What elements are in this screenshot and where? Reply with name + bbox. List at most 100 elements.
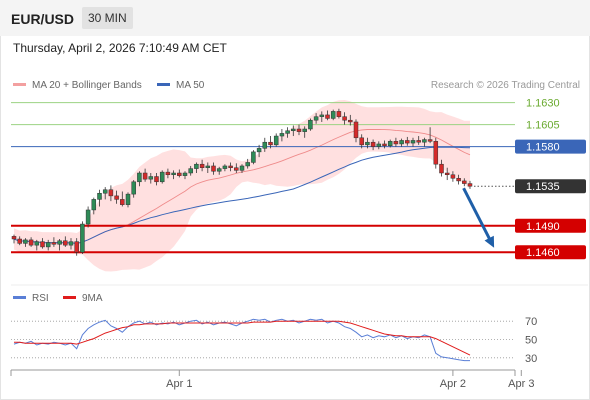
- candle: [80, 221, 85, 254]
- candle-body: [85, 209, 91, 225]
- candle-body: [376, 143, 382, 147]
- candle-body: [45, 242, 51, 248]
- candle: [108, 185, 114, 202]
- candle: [348, 114, 353, 126]
- rsi-gridlines: 70 50 30: [11, 316, 537, 365]
- candle-body: [427, 139, 433, 142]
- candle-body: [348, 119, 353, 123]
- candle-body: [11, 236, 17, 240]
- candle: [85, 206, 91, 228]
- candle-body: [330, 111, 336, 119]
- candle-body: [142, 172, 148, 180]
- candle-body: [450, 174, 456, 179]
- candle: [74, 238, 79, 256]
- rsi-series-9ma: [14, 320, 471, 356]
- candle-body: [216, 168, 222, 172]
- candle-body: [382, 143, 387, 146]
- rsi-series-rsi: [13, 318, 470, 362]
- candle: [273, 133, 279, 147]
- candle: [216, 166, 222, 175]
- candle-body: [456, 178, 461, 182]
- candle-body: [262, 141, 268, 149]
- candle: [262, 137, 268, 152]
- candle-body: [131, 181, 136, 195]
- candle: [40, 238, 45, 249]
- candle-body: [393, 141, 399, 145]
- candle-body: [228, 165, 233, 168]
- candle-body: [171, 172, 176, 176]
- candle-body: [336, 111, 342, 117]
- legend-swatch-bollinger: [13, 82, 26, 86]
- candle-body: [319, 114, 325, 117]
- candle: [291, 125, 296, 137]
- price-levels: 1.1630 1.1605 1.1580 1.1535 1.1490 1.1460: [11, 98, 586, 260]
- candle-body: [222, 165, 228, 169]
- candle: [336, 108, 342, 119]
- legend-label-bollinger: MA 20 + Bollinger Bands: [32, 80, 142, 91]
- candle: [353, 119, 359, 143]
- candle-body: [57, 240, 62, 245]
- level-tag-pivot: [515, 139, 586, 154]
- candle: [325, 110, 330, 121]
- candle: [365, 137, 370, 149]
- candle: [382, 140, 387, 149]
- candle: [194, 162, 199, 173]
- candle-body: [353, 121, 359, 139]
- candle: [387, 139, 393, 148]
- candle: [131, 180, 136, 198]
- candle: [159, 170, 165, 184]
- forecast-arrow-shaft: [462, 187, 492, 241]
- legend-label-ma50: MA 50: [176, 80, 205, 91]
- symbol-title: EUR/USD: [11, 11, 75, 27]
- candle: [251, 150, 256, 165]
- candle-body: [182, 172, 188, 176]
- candle-body: [211, 165, 216, 172]
- candle: [102, 187, 108, 200]
- candle: [142, 168, 148, 182]
- candle: [177, 169, 182, 178]
- candle-body: [102, 189, 108, 194]
- candle: [359, 134, 364, 149]
- candle: [456, 174, 461, 185]
- candle: [211, 162, 216, 175]
- x-axis: Apr 1 Apr 2 Apr 3: [10, 369, 534, 390]
- legend-item-rsi: RSI: [13, 293, 49, 304]
- legend-label-rsi: RSI: [32, 293, 49, 304]
- bollinger-band: [14, 100, 470, 272]
- legend-swatch-ma50: [157, 82, 170, 86]
- candle-body: [273, 135, 279, 146]
- chart-header: EUR/USD 30 MIN: [0, 0, 590, 36]
- candle-body: [359, 137, 364, 146]
- candle: [296, 124, 302, 136]
- candle: [433, 137, 439, 169]
- candle: [45, 239, 51, 251]
- candle-body: [205, 165, 211, 168]
- timestamp: Thursday, April 2, 2026 7:10:49 AM CET: [13, 41, 227, 55]
- candle-body: [114, 195, 119, 200]
- candle-body: [342, 116, 347, 121]
- candle: [330, 109, 336, 121]
- candle: [51, 237, 57, 247]
- candle-body: [234, 167, 239, 171]
- candle: [125, 192, 131, 208]
- candle-body: [51, 242, 57, 245]
- candle: [68, 238, 74, 250]
- candle: [222, 164, 228, 172]
- x-tick-label: Apr 1: [166, 378, 192, 390]
- candle-body: [199, 163, 205, 168]
- timeframe-badge[interactable]: 30 MIN: [82, 7, 133, 29]
- candle: [308, 118, 313, 131]
- candle: [11, 234, 17, 244]
- x-tick-label: Apr 2: [440, 378, 466, 390]
- candle-body: [63, 240, 68, 246]
- rsi-tick-label: 30: [525, 353, 537, 365]
- candle: [467, 180, 473, 189]
- candle: [268, 136, 273, 149]
- candle: [239, 164, 245, 173]
- candle-body: [17, 238, 22, 244]
- candle: [422, 137, 427, 147]
- candles: [11, 108, 473, 256]
- candle-body: [154, 176, 159, 183]
